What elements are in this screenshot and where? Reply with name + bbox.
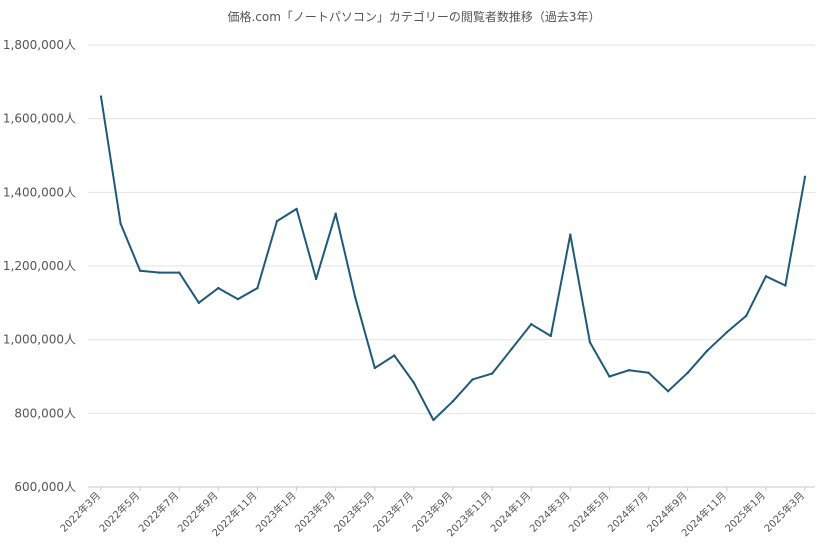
data-point <box>393 354 396 357</box>
y-axis-tick-labels: 600,000人 800,000人 1,000,000人 1,200,000人 1,40… <box>3 38 76 494</box>
data-point <box>706 349 709 352</box>
data-point <box>490 372 494 375</box>
data-point <box>471 378 474 381</box>
data-point <box>99 95 103 98</box>
data-point <box>745 314 748 317</box>
x-tick-label: 2023年3月 <box>292 489 338 535</box>
x-tick-label: 2022年3月 <box>57 489 103 535</box>
grid-lines <box>88 44 815 414</box>
data-point <box>569 233 572 236</box>
x-tick-label: 2024年7月 <box>605 489 651 535</box>
data-point <box>295 207 298 211</box>
y-tick-label: 1,800,000人 <box>3 38 76 52</box>
data-point <box>686 371 689 375</box>
x-tick-label: 2025年1月 <box>722 489 768 535</box>
x-tick-label: 2023年1月 <box>253 489 299 535</box>
x-tick-label: 2023年5月 <box>331 489 377 535</box>
data-point <box>412 381 416 384</box>
data-point <box>784 284 787 287</box>
data-point <box>549 334 552 338</box>
x-tick-label: 2024年3月 <box>527 489 573 535</box>
data-point <box>451 399 455 403</box>
y-tick-label: 600,000人 <box>14 480 76 494</box>
data-point <box>138 269 142 272</box>
x-tick-label: 2024年5月 <box>566 489 612 535</box>
y-tick-label: 800,000人 <box>14 406 76 420</box>
data-point <box>158 271 161 274</box>
data-point <box>119 222 122 225</box>
data-point <box>725 331 728 334</box>
data-point <box>373 366 376 370</box>
data-point <box>588 341 592 344</box>
y-tick-label: 1,000,000人 <box>3 333 76 347</box>
data-point <box>275 219 279 223</box>
data-point <box>764 275 768 278</box>
data-point <box>314 277 318 281</box>
y-tick-label: 1,600,000人 <box>3 112 76 126</box>
data-point <box>178 271 181 274</box>
x-tick-label: 2022年7月 <box>136 489 182 535</box>
y-tick-label: 1,400,000人 <box>3 185 76 199</box>
x-axis-tick-marks <box>100 487 806 491</box>
x-tick-label: 2025年3月 <box>761 489 807 535</box>
data-point <box>647 371 650 375</box>
y-tick-label: 1,200,000人 <box>3 259 76 273</box>
data-point <box>236 297 240 301</box>
data-point <box>627 369 631 372</box>
data-point <box>432 418 435 422</box>
data-point <box>197 301 200 305</box>
x-tick-label: 2023年7月 <box>370 489 416 535</box>
x-tick-label: 2024年1月 <box>488 489 534 535</box>
data-point <box>334 212 337 215</box>
data-point <box>530 322 533 326</box>
chart-title: 価格.com「ノートパソコン」カテゴリーの閲覧者数推移（過去3年） <box>227 10 601 24</box>
series-layer <box>99 95 807 422</box>
data-point <box>510 347 513 351</box>
data-point <box>803 175 807 179</box>
x-tick-label: 2022年5月 <box>96 489 142 535</box>
data-point <box>608 375 611 378</box>
x-axis-tick-labels: 2022年3月2022年5月2022年7月2022年9月2022年11月2023… <box>57 489 807 539</box>
data-point <box>354 296 357 299</box>
series-line <box>100 95 806 421</box>
data-point <box>256 286 259 290</box>
data-point <box>217 286 220 290</box>
data-point <box>666 390 670 393</box>
